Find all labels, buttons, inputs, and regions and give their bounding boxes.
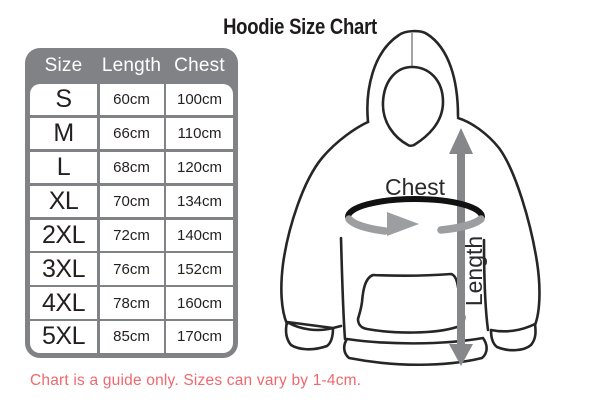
size-cell: S — [30, 84, 97, 116]
size-cell: M — [30, 117, 97, 150]
chest-cell: 120cm — [166, 151, 233, 184]
chest-cell: 140cm — [166, 219, 233, 251]
chest-cell: 110cm — [166, 117, 233, 150]
size-table-header: Size Length Chest — [30, 48, 233, 84]
face-opening-outline — [381, 65, 445, 148]
size-cell: L — [30, 151, 97, 184]
size-cell: 2XL — [30, 219, 97, 251]
chest-wrap-black-arc — [345, 196, 485, 220]
chest-label: Chest — [385, 174, 446, 200]
length-cell: 72cm — [99, 219, 164, 251]
hem-band-outline — [342, 336, 488, 367]
chest-cell: 100cm — [166, 84, 233, 116]
hoodie-diagram: Chest Length — [280, 29, 541, 367]
hood-outline — [366, 29, 460, 124]
chest-wrap-arrowhead — [387, 212, 419, 236]
length-cell: 85cm — [99, 321, 164, 353]
footnote: Chart is a guide only. Sizes can vary by… — [30, 372, 362, 389]
chest-wrap-right-arc — [437, 215, 485, 234]
length-label: Length — [461, 236, 487, 306]
size-cell: 4XL — [30, 287, 97, 319]
right-side-line — [482, 238, 490, 332]
size-cell: XL — [30, 185, 97, 218]
size-table: Size Length Chest S 60cm 100cm M 66cm 11… — [25, 48, 238, 358]
size-cell: 5XL — [30, 321, 97, 353]
length-cell: 70cm — [99, 185, 164, 218]
size-table-body: S 60cm 100cm M 66cm 110cm L 68cm 120cm X… — [30, 84, 233, 353]
length-cell: 76cm — [99, 253, 164, 285]
right-cuff-outline — [489, 322, 537, 352]
chest-cell: 134cm — [166, 185, 233, 218]
chest-wrap-left-arc — [345, 215, 389, 235]
page-title: Hoodie Size Chart — [223, 14, 377, 39]
length-cell: 78cm — [99, 287, 164, 319]
pocket-outline — [356, 272, 466, 334]
size-cell: 3XL — [30, 253, 97, 285]
left-shoulder-sleeve-line — [280, 120, 370, 326]
length-cell: 60cm — [99, 84, 164, 116]
length-arrow — [449, 128, 473, 366]
header-chest: Chest — [174, 55, 225, 76]
chest-cell: 170cm — [166, 321, 233, 353]
header-length: Length — [101, 55, 162, 76]
length-cell: 68cm — [99, 151, 164, 184]
chest-cell: 160cm — [166, 287, 233, 319]
left-cuff-outline — [284, 320, 343, 351]
length-cell: 66cm — [99, 117, 164, 150]
chest-cell: 152cm — [166, 253, 233, 285]
header-size: Size — [44, 55, 83, 76]
left-side-line — [339, 236, 347, 341]
right-shoulder-sleeve-line — [456, 116, 541, 327]
